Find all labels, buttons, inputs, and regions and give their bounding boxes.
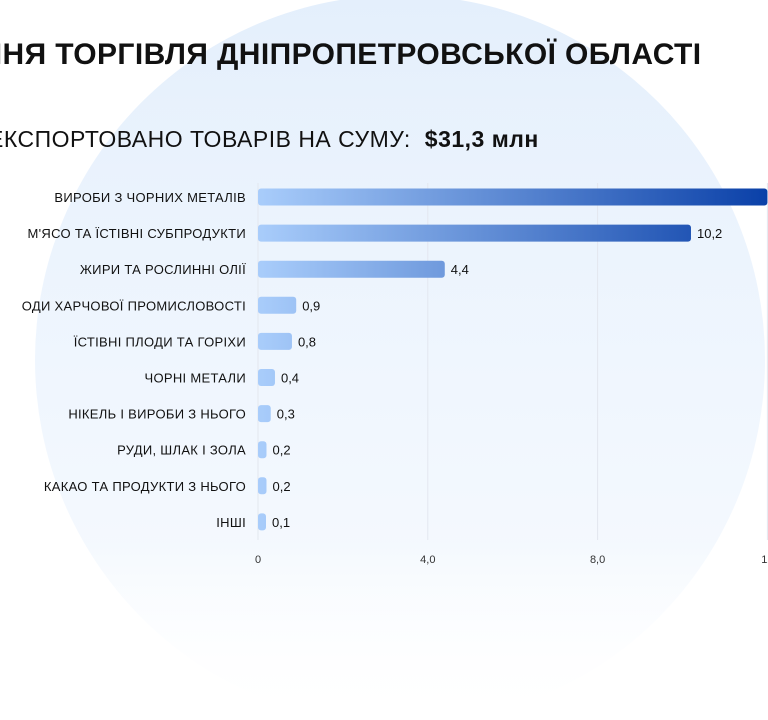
category-label: ОДИ ХАРЧОВОЇ ПРОМИСЛОВОСТІ: [22, 298, 246, 313]
category-label: КАКАО ТА ПРОДУКТИ З НЬОГО: [44, 479, 246, 494]
category-label: НІКЕЛЬ І ВИРОБИ З НЬОГО: [68, 407, 246, 422]
x-tick-label: 8,0: [590, 554, 605, 566]
x-tick-label: 4,0: [420, 554, 435, 566]
x-tick-label: 12: [761, 554, 768, 566]
value-label: 0,2: [272, 479, 290, 494]
background-circle: [35, 0, 765, 720]
bar: [258, 188, 768, 206]
category-labels: ВИРОБИ З ЧОРНИХ МЕТАЛІВ М'ЯСО ТА ЇСТІВНІ …: [22, 190, 246, 530]
category-label: РУДИ, ШЛАК І ЗОЛА: [117, 443, 246, 458]
value-label: 4,4: [451, 262, 469, 277]
bar: [258, 224, 691, 242]
bar: [258, 513, 266, 531]
bar: [258, 405, 271, 423]
bar: [258, 369, 275, 386]
value-label: 0,8: [298, 334, 316, 349]
category-label: ЇСТІВНІ ПЛОДИ ТА ГОРІХИ: [74, 334, 246, 349]
value-labels: 10,2 4,4 0,9 0,8 0,4 0,3 0,2 0,2 0,1: [272, 226, 722, 530]
category-label: ЖИРИ ТА РОСЛИННІ ОЛІЇ: [80, 262, 246, 277]
value-label: 10,2: [697, 226, 722, 241]
value-label: 0,1: [272, 515, 290, 530]
category-label: ІНШІ: [216, 515, 246, 530]
subtitle-label: ЕКСПОРТОВАНО ТОВАРІВ НА СУМУ:: [0, 126, 411, 152]
category-label: ЧОРНІ МЕТАЛИ: [145, 371, 247, 386]
subtitle-amount: $31,3 млн: [424, 126, 539, 152]
bar: [258, 332, 292, 350]
value-label: 0,9: [302, 298, 320, 313]
value-label: 0,3: [277, 407, 295, 422]
bar: [258, 296, 297, 314]
value-label: 0,4: [281, 371, 299, 386]
bar: [258, 477, 267, 495]
bar: [258, 441, 267, 459]
x-axis-ticks: 0 4,0 8,0 12: [255, 554, 768, 566]
category-label: М'ЯСО ТА ЇСТІВНІ СУБПРОДУКТИ: [28, 226, 247, 241]
value-label: 0,2: [272, 443, 290, 458]
bars: [258, 188, 768, 531]
x-tick-label: 0: [255, 554, 261, 566]
subtitle: ЕКСПОРТОВАНО ТОВАРІВ НА СУМУ: $31,3 млн: [0, 126, 539, 153]
category-label: ВИРОБИ З ЧОРНИХ МЕТАЛІВ: [54, 190, 246, 205]
bar: [258, 260, 445, 278]
page-title: ШНЯ ТОРГІВЛЯ ДНІПРОПЕТРОВСЬКОЇ ОБЛАСТІ: [0, 38, 702, 71]
